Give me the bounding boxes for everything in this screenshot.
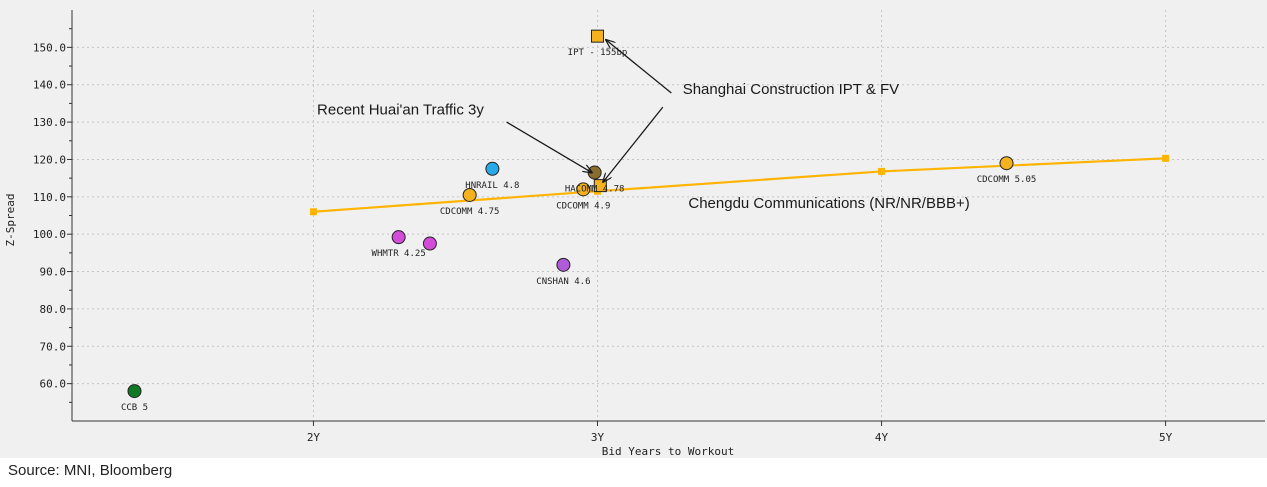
point-ipt (590, 29, 604, 43)
point-hacomm-4-78 (587, 165, 602, 180)
curve-marker (309, 208, 317, 216)
curve-marker (1162, 154, 1170, 162)
x-tick-label: 5Y (1159, 431, 1173, 444)
point-whmtr-4-25-a (391, 230, 406, 245)
point-label: CCB 5 (121, 403, 148, 413)
point-label: CDCOMM 5.05 (977, 175, 1037, 185)
source-caption: Source: MNI, Bloomberg (8, 462, 173, 479)
point-cdcomm-4-9 (576, 182, 591, 197)
annotation-arrow (506, 121, 592, 172)
curve-marker (878, 167, 886, 175)
y-axis-title: Z-Spread (4, 194, 17, 247)
y-tick-label: 120.0 (33, 153, 66, 166)
point-label: CDCOMM 4.75 (440, 207, 500, 217)
y-tick-label: 110.0 (33, 191, 66, 204)
point-cdcomm-4-75 (462, 187, 477, 202)
point-hnrail-4-8 (485, 161, 500, 176)
y-tick-label: 70.0 (40, 340, 67, 353)
point-label: HNRAIL 4.8 (465, 181, 519, 191)
annotation-text: Shanghai Construction IPT & FV (683, 81, 900, 98)
point-label: IPT - 155bp (568, 48, 628, 58)
point-label: WHMTR 4.25 (372, 249, 426, 259)
y-tick-label: 140.0 (33, 79, 66, 92)
x-tick-label: 3Y (591, 431, 605, 444)
point-cnshan-4-6 (556, 257, 571, 272)
y-tick-label: 60.0 (40, 378, 67, 391)
point-ccb-5 (127, 384, 142, 399)
y-tick-label: 80.0 (40, 303, 67, 316)
chart-frame: 60.0 70.0 80.0 90.0 100.0 110.0 120.0 130.0 140.… (0, 0, 1267, 458)
annotation-arrow (603, 106, 664, 182)
annotation-arrow (606, 40, 672, 94)
point-whmtr-4-25-b (422, 236, 437, 251)
point-label: HACOMM 4.78 (565, 185, 625, 195)
x-tick-label: 4Y (875, 431, 889, 444)
x-axis-title: Bid Years to Workout (602, 445, 734, 458)
y-tick-label: 150.0 (33, 41, 66, 54)
point-label: CDCOMM 4.9 (556, 201, 610, 211)
annotation-text: Recent Huai'an Traffic 3y (317, 102, 484, 119)
point-label: CNSHAN 4.6 (536, 277, 590, 287)
point-cdcomm-5-05 (999, 156, 1014, 171)
curve-line (313, 157, 1166, 213)
x-tick-label: 2Y (307, 431, 321, 444)
scatter-chart: 60.0 70.0 80.0 90.0 100.0 110.0 120.0 130.0 140.… (4, 10, 1265, 458)
y-tick-label: 90.0 (40, 266, 67, 279)
annotation-text: Chengdu Communications (NR/NR/BBB+) (688, 195, 969, 212)
y-tick-label: 100.0 (33, 228, 66, 241)
y-tick-label: 130.0 (33, 116, 66, 129)
